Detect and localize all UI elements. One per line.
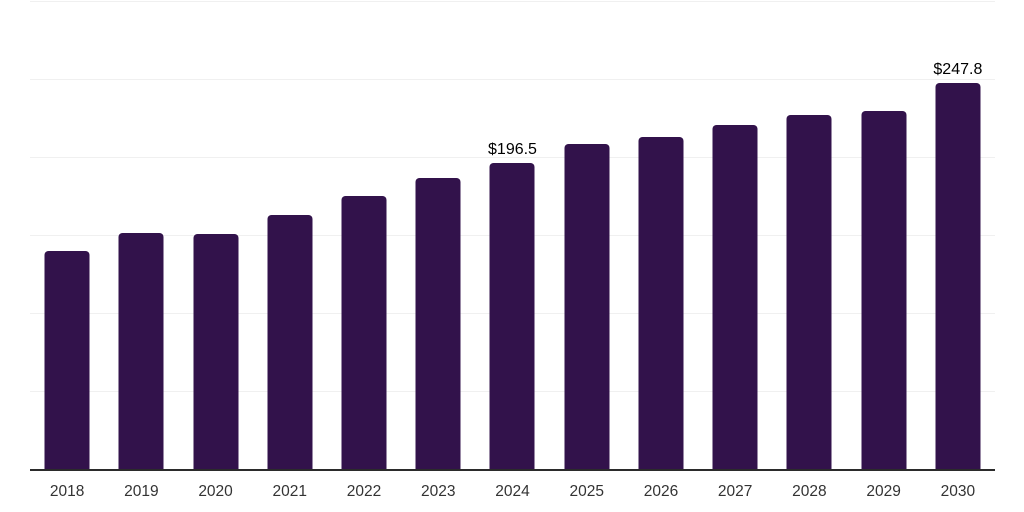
gridline-300 xyxy=(30,1,995,2)
bar-2026 xyxy=(638,137,684,470)
bar-2020 xyxy=(193,234,239,470)
bar-band-2018 xyxy=(30,2,104,470)
bar-band-2024: $196.5 xyxy=(475,2,549,470)
bar-2023 xyxy=(415,177,461,470)
bar-2025 xyxy=(564,143,610,470)
bar-band-2028 xyxy=(772,2,846,470)
x-tick-label-2027: 2027 xyxy=(717,483,753,500)
x-tick-label-2019: 2019 xyxy=(124,483,159,500)
plot-area: $196.5 $247.8 xyxy=(30,1,995,470)
bar-band-2019 xyxy=(104,2,178,470)
bar-2027 xyxy=(712,125,758,470)
x-tick-label-2029: 2029 xyxy=(866,483,901,500)
x-tick-label-2022: 2022 xyxy=(346,483,382,500)
bar-band-2020 xyxy=(178,2,252,470)
bar-band-2022 xyxy=(327,2,401,470)
bar-2029 xyxy=(861,110,907,470)
bar-band-2029 xyxy=(847,2,921,470)
bar-2018 xyxy=(44,250,90,470)
x-tick-label-2021: 2021 xyxy=(272,483,308,500)
bar-band-2025 xyxy=(550,2,624,470)
x-tick-label-2026: 2026 xyxy=(643,483,679,500)
bar-band-2021 xyxy=(253,2,327,470)
bar-band-2026 xyxy=(624,2,698,470)
gridline-250 xyxy=(30,79,995,80)
bar-2030 xyxy=(935,83,981,470)
bar-2022 xyxy=(341,196,387,470)
bar-band-2023 xyxy=(401,2,475,470)
x-tick-label-2023: 2023 xyxy=(421,483,456,500)
x-tick-label-2025: 2025 xyxy=(569,483,604,500)
x-tick-label-2028: 2028 xyxy=(792,483,827,500)
x-tick-label-2030: 2030 xyxy=(940,483,976,500)
bar-2024 xyxy=(489,163,535,470)
x-tick-label-2020: 2020 xyxy=(198,483,233,500)
x-axis-labels: 2018 2019 2020 2021 2022 2023 2024 2025 2026 2027… xyxy=(30,483,995,505)
x-tick-label-2018: 2018 xyxy=(49,483,85,500)
bar-band-2027 xyxy=(698,2,772,470)
bar-value-label-2024: $196.5 xyxy=(488,141,537,159)
bar-value-label-2030: $247.8 xyxy=(933,61,983,79)
gridline-200 xyxy=(30,157,995,158)
bar-2021 xyxy=(267,215,313,470)
x-tick-label-2024: 2024 xyxy=(495,483,530,500)
bar-band-2030: $247.8 xyxy=(921,2,995,470)
bar-2019 xyxy=(118,233,164,470)
x-axis-line xyxy=(30,469,995,471)
bar-2028 xyxy=(786,115,832,470)
